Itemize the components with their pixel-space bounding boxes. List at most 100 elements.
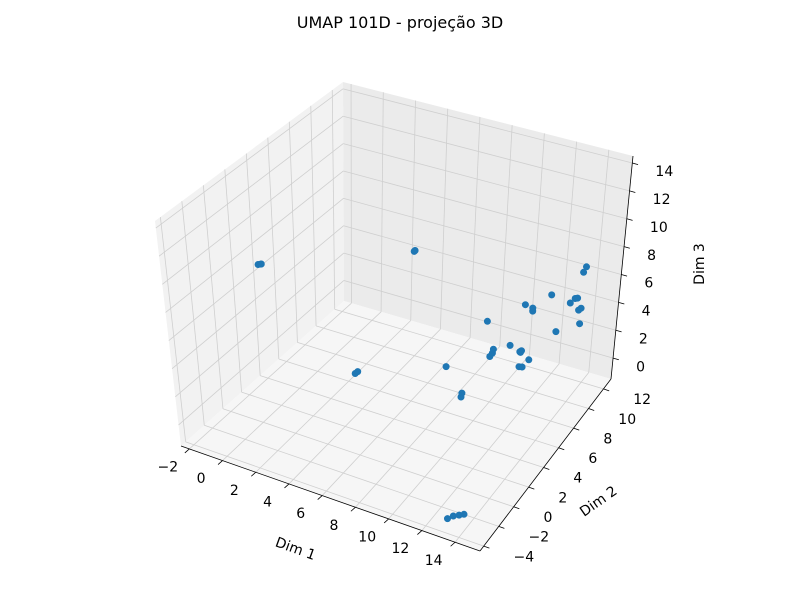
scatter-point bbox=[576, 320, 584, 328]
x-tick-label: 8 bbox=[330, 518, 339, 534]
axes-panes bbox=[155, 82, 633, 551]
z-tick-label: 8 bbox=[647, 248, 656, 264]
grid-line-z-left bbox=[158, 115, 344, 257]
z-tick-label: 0 bbox=[636, 359, 645, 375]
grid-line-x-back bbox=[558, 141, 578, 364]
scatter-point bbox=[582, 263, 590, 271]
x-tick bbox=[251, 471, 257, 477]
y-tick-label: 6 bbox=[588, 451, 597, 467]
x-tick bbox=[450, 541, 456, 547]
grid-line-z-left bbox=[175, 252, 345, 398]
grid-line-x-back bbox=[588, 149, 610, 373]
grid-line-z-left bbox=[171, 225, 344, 369]
scatter-point bbox=[458, 389, 466, 397]
x-tick bbox=[350, 506, 356, 512]
grid-line-z-left bbox=[162, 143, 344, 285]
x-tick bbox=[217, 460, 223, 465]
grid-line-x-floor bbox=[421, 363, 560, 531]
y-tick-label: −2 bbox=[528, 530, 549, 546]
y-tick-label: 0 bbox=[543, 510, 552, 526]
x-tick bbox=[284, 483, 290, 489]
z-tick bbox=[632, 162, 639, 166]
y-tick-label: 8 bbox=[603, 431, 612, 447]
grid-line-y-left bbox=[181, 201, 205, 426]
grid-line-x-floor bbox=[189, 302, 352, 450]
grid-line-x-back bbox=[469, 116, 481, 338]
scatter-point bbox=[442, 363, 450, 371]
scatter-point bbox=[521, 301, 529, 309]
grid-line-z-left bbox=[165, 170, 344, 313]
scatter-point bbox=[516, 348, 524, 356]
x-tick-label: 12 bbox=[392, 541, 410, 557]
y-tick bbox=[603, 388, 610, 392]
scatter-point bbox=[574, 294, 582, 302]
grid-line-y-floor bbox=[278, 358, 559, 449]
x-tick-label: 6 bbox=[296, 506, 305, 522]
scatter-point bbox=[483, 317, 491, 325]
y-tick bbox=[543, 467, 550, 470]
y-tick-label: 10 bbox=[618, 412, 636, 428]
grid-line-z-back bbox=[343, 170, 625, 247]
grid-line-x-floor bbox=[255, 320, 412, 473]
grid-line-z-back bbox=[343, 225, 619, 303]
grid-line-y-floor bbox=[260, 375, 544, 468]
y-tick bbox=[528, 486, 535, 490]
grid-line-y-floor bbox=[222, 408, 514, 508]
z-axis-label: Dim 3 bbox=[692, 243, 708, 285]
x-tick-label: 0 bbox=[197, 471, 206, 487]
grid-line-y-left bbox=[267, 137, 280, 360]
z-tick-label: 6 bbox=[644, 276, 653, 292]
y-tick bbox=[588, 408, 595, 411]
scatter-point bbox=[518, 363, 526, 371]
grid-line-z-left bbox=[168, 198, 344, 341]
grid-line-x-floor bbox=[222, 311, 382, 461]
grid-line-y-floor bbox=[185, 441, 484, 547]
grid-line-x-floor bbox=[288, 328, 441, 485]
z-tick bbox=[621, 274, 628, 277]
axes-grid bbox=[155, 84, 633, 547]
scatter-point bbox=[525, 356, 533, 364]
z-tick-label: 2 bbox=[639, 331, 648, 347]
grid-line-x-floor bbox=[388, 354, 530, 520]
y-tick bbox=[498, 526, 505, 529]
z-tick bbox=[612, 357, 619, 361]
z-tick bbox=[623, 246, 630, 249]
x-axis-line bbox=[180, 445, 481, 552]
grid-line-x-floor bbox=[454, 372, 590, 543]
grid-line-x-back bbox=[440, 108, 449, 330]
y-axis-line bbox=[479, 378, 612, 552]
y-tick-label: 2 bbox=[558, 490, 567, 506]
grid-line-y-floor bbox=[241, 391, 529, 488]
scatter-points bbox=[254, 247, 590, 523]
z-axis-line bbox=[610, 155, 634, 380]
scatter-point bbox=[257, 260, 265, 268]
scatter-point bbox=[577, 304, 585, 312]
x-tick bbox=[317, 495, 323, 500]
scatter-point bbox=[580, 268, 588, 276]
grid-line-y-floor bbox=[297, 342, 574, 429]
grid-line-z-left bbox=[155, 88, 344, 229]
pane-floor bbox=[181, 301, 611, 551]
grid-line-x-back bbox=[499, 125, 513, 347]
z-tick-label: 10 bbox=[650, 220, 668, 236]
grid-line-y-left bbox=[331, 89, 336, 310]
grid-line-y-floor bbox=[204, 424, 499, 527]
grid-line-z-back bbox=[343, 280, 614, 359]
scatter-point bbox=[552, 328, 560, 336]
pane-back bbox=[343, 82, 633, 379]
grid-line-y-left bbox=[224, 169, 242, 393]
y-tick bbox=[573, 427, 580, 431]
grid-line-y-floor bbox=[315, 325, 589, 409]
grid-line-z-back bbox=[343, 115, 630, 192]
x-axis-label: Dim 1 bbox=[273, 535, 318, 564]
grid-line-z-left bbox=[178, 280, 345, 426]
grid-line-z-back bbox=[343, 197, 622, 275]
scatter-point bbox=[489, 345, 497, 353]
scatter-point bbox=[529, 304, 537, 312]
x-tick-label: 14 bbox=[425, 553, 443, 569]
y-tick bbox=[513, 506, 520, 510]
grid-line-y-left bbox=[202, 185, 224, 409]
z-tick bbox=[618, 301, 625, 305]
scatter-point bbox=[449, 512, 457, 520]
